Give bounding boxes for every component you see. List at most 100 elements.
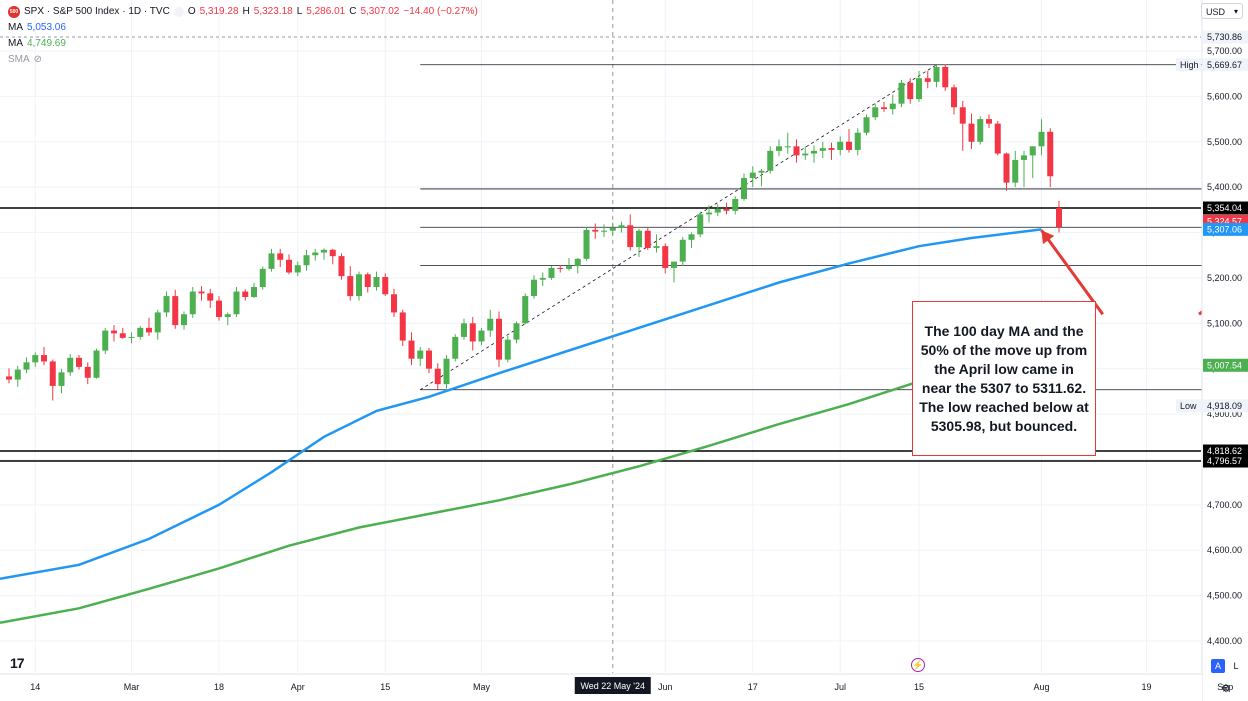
price-tick-label: 5,200.00 [1207, 273, 1242, 283]
currency-label: USD [1206, 7, 1226, 17]
price-tag-bg [1176, 58, 1201, 72]
candle-body [706, 212, 712, 215]
eye-off-icon[interactable]: ⊘ [33, 54, 43, 65]
auto-scale-button[interactable]: A [1211, 659, 1225, 673]
candle-body [592, 229, 599, 232]
candle-body [452, 336, 459, 359]
time-axis[interactable]: 14Mar18Apr15MayJun17Jul15Aug19Sep16Wed 2… [0, 673, 1248, 701]
price-label-text: 5,669.67 [1207, 60, 1242, 70]
candle-body [41, 355, 47, 362]
candle-body [84, 366, 91, 378]
candle-body [898, 82, 905, 104]
candle-body [259, 268, 266, 288]
candle-body [723, 208, 730, 211]
price-tick-label: 4,700.00 [1207, 500, 1242, 510]
time-tick-label: Jun [658, 682, 673, 692]
candle-body [277, 253, 284, 260]
candle-body [373, 277, 380, 288]
candle-body [207, 293, 214, 301]
candle-body [1029, 146, 1036, 156]
lightning-icon[interactable]: ⚡ [911, 658, 925, 672]
candle-body [688, 234, 695, 240]
sma-row[interactable]: SMA ⊘ [8, 52, 478, 68]
crosshair-time-bg [574, 677, 651, 694]
price-label-text: 5,730.86 [1207, 32, 1242, 42]
tradingview-logo-icon[interactable]: 17 [10, 655, 25, 671]
currency-selector[interactable]: USD ▾ [1201, 3, 1243, 19]
price-label-bg [1203, 201, 1248, 215]
chart-legend: 500 SPX · S&P 500 Index · 1D · TVC O 5,31… [8, 4, 478, 68]
ma2-label: MA [8, 38, 23, 49]
annotation-text: The 100 day MA and the 50% of the move u… [919, 322, 1089, 434]
candle-body [286, 259, 292, 273]
candle-body [539, 277, 546, 280]
candle-body [137, 327, 144, 337]
price-label-bg [1203, 358, 1248, 372]
candle-body [58, 372, 65, 386]
sp500-logo-icon: 500 [8, 6, 20, 18]
candle-body [793, 146, 800, 156]
candle-body [399, 312, 406, 341]
candle-body [784, 146, 791, 148]
price-label-text: 5,307.06 [1207, 224, 1242, 234]
time-tick-label: Aug [1033, 682, 1049, 692]
candle-body [49, 361, 56, 386]
candle-body [732, 198, 739, 211]
candle-body [1021, 155, 1027, 160]
price-axis[interactable]: 4,400.004,500.004,600.004,700.004,800.00… [1176, 0, 1248, 701]
price-label-bg [1203, 222, 1248, 236]
price-tick-label: 5,700.00 [1207, 46, 1242, 56]
candle-body [181, 314, 187, 326]
price-tag-text: High [1180, 60, 1199, 70]
time-tick-label: 15 [380, 682, 390, 692]
candle-body [907, 82, 914, 100]
price-tag-text: Low [1180, 401, 1197, 411]
candle-body [863, 117, 870, 133]
price-label-bg [1203, 399, 1248, 413]
candle-body [67, 357, 74, 373]
candle-body [767, 150, 774, 171]
candle-body [618, 225, 625, 229]
candle-body [268, 253, 275, 269]
candle-body [924, 78, 931, 82]
candle-body [312, 252, 319, 256]
close-value: 5,307.02 [360, 6, 400, 17]
candle-body [749, 172, 756, 179]
candle-body [382, 277, 389, 295]
candle-body [522, 296, 529, 324]
candle-body [1038, 131, 1045, 147]
candle-body [837, 141, 844, 150]
annotation-callout[interactable]: The 100 day MA and the 50% of the move u… [912, 301, 1096, 456]
candle-body [76, 357, 82, 367]
candle-body [959, 107, 966, 124]
candle-body [172, 296, 179, 326]
candle-body [627, 225, 634, 248]
symbol-title[interactable]: SPX · S&P 500 Index · 1D · TVC [24, 6, 170, 17]
time-tick-label: 18 [214, 682, 224, 692]
log-scale-button[interactable]: L [1233, 661, 1239, 671]
price-label-text: 4,918.09 [1207, 401, 1242, 411]
price-tick-label: 4,600.00 [1207, 545, 1242, 555]
candle-body [968, 123, 975, 142]
open-value: 5,319.28 [199, 6, 239, 17]
settings-gear-icon[interactable]: ⚙ [1221, 683, 1231, 695]
time-tick-label: Apr [291, 682, 305, 692]
candlesticks [6, 64, 1062, 401]
time-tick-label: Sep [1217, 682, 1233, 692]
candle-body [146, 327, 152, 333]
ma1-row[interactable]: MA 5,053.06 [8, 20, 478, 36]
candle-body [609, 228, 616, 231]
candle-body [163, 296, 170, 313]
candle-body [391, 294, 397, 313]
price-label-bg [1203, 30, 1248, 44]
high-value: 5,323.18 [253, 6, 293, 17]
candle-body [802, 153, 809, 156]
candle-body [434, 368, 441, 385]
sma-label: SMA [8, 54, 30, 65]
ma2-row[interactable]: MA 4,749.69 [8, 36, 478, 52]
moving-averages [0, 228, 1042, 625]
fib-retracement[interactable]: 0.00% (5,669.67)38.20% (5,396.12)50.00% … [420, 53, 1248, 391]
candle-body [303, 255, 310, 266]
candle-body [242, 291, 249, 297]
